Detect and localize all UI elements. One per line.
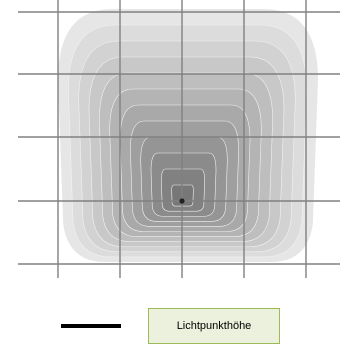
grid: [18, 0, 340, 278]
isolux-contours: [58, 9, 318, 262]
light-point-marker: [179, 198, 185, 204]
legend-line-sample: [61, 324, 121, 328]
legend-label-box: Lichtpunkthöhe: [148, 308, 280, 344]
isolux-diagram: [18, 0, 340, 278]
legend-label-text: Lichtpunkthöhe: [176, 320, 252, 332]
